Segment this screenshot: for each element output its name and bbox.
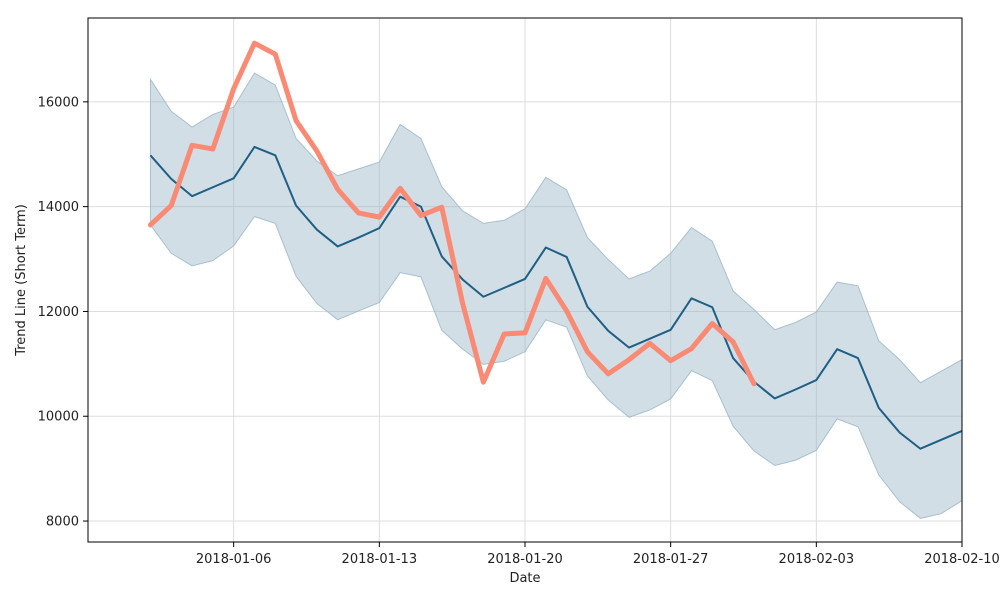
trend-line xyxy=(149,145,963,450)
y-tick-label: 8000 xyxy=(46,515,79,530)
y-tick-label: 14000 xyxy=(38,200,79,215)
y-axis-title: Trend Line (Short Term) xyxy=(14,204,29,357)
y-axis-ticks: 8000 10000 12000 14000 16000 xyxy=(38,95,88,530)
y-tick-label: 12000 xyxy=(38,305,79,320)
x-tick-label: 2018-01-20 xyxy=(487,552,563,567)
actual-series xyxy=(147,40,757,387)
x-tick-label: 2018-01-13 xyxy=(342,552,418,567)
x-tick-label: 2018-01-27 xyxy=(633,552,709,567)
x-tick-label: 2018-02-10 xyxy=(924,552,1000,567)
x-axis-ticks: 2018-01-06 2018-01-13 2018-01-20 2018-01-27… xyxy=(196,542,1000,567)
y-tick-label: 10000 xyxy=(38,410,79,425)
x-tick-label: 2018-01-06 xyxy=(196,552,272,567)
y-tick-label: 16000 xyxy=(38,95,79,110)
actual-line xyxy=(147,40,757,387)
x-axis-title: Date xyxy=(509,571,540,586)
x-tick-label: 2018-02-03 xyxy=(779,552,855,567)
trend-series xyxy=(149,145,963,450)
